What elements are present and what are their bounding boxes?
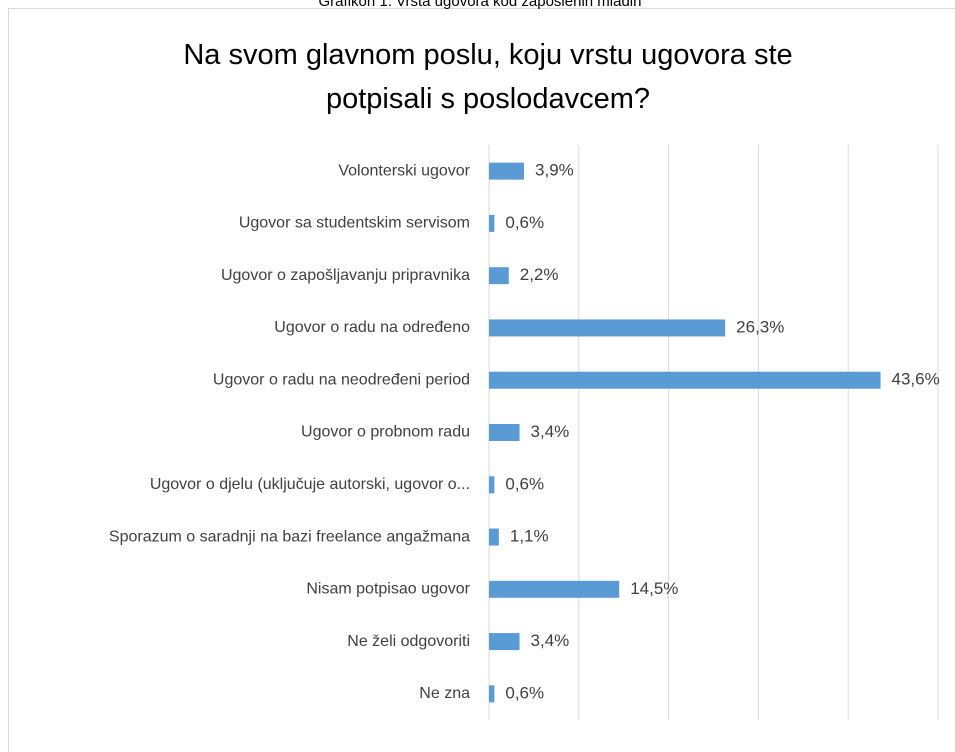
data-label: 3,4% <box>531 422 570 441</box>
data-label: 26,3% <box>736 317 784 336</box>
y-tick-label: Ugovor sa studentskim servisom <box>239 215 470 232</box>
bar <box>489 371 881 389</box>
bar <box>489 319 726 337</box>
y-tick-label: Ugovor o radu na određeno <box>274 319 470 336</box>
y-tick-label: Ugovor o zapošljavanju pripravnika <box>221 267 470 284</box>
bar <box>489 685 495 703</box>
data-label: 0,6% <box>505 474 544 493</box>
y-tick-label: Nisam potpisao ugovor <box>306 581 470 598</box>
bar <box>489 580 620 598</box>
y-tick-label: Sporazum o saradnji na bazi freelance an… <box>109 528 470 545</box>
chart-title: Na svom glavnom poslu, koju vrstu ugovor… <box>183 39 792 115</box>
bar <box>489 214 495 232</box>
data-label: 14,5% <box>630 579 678 598</box>
y-tick-label: Volonterski ugovor <box>338 162 470 179</box>
bar <box>489 528 499 546</box>
chart-frame <box>8 8 955 752</box>
caption: Grafikon 1: Vrsta ugovora kod zaposlenih… <box>319 0 642 10</box>
bar <box>489 162 525 180</box>
bar <box>489 267 509 285</box>
bar <box>489 633 520 651</box>
y-tick-label: Ugovor o radu na neodređeni period <box>213 371 470 388</box>
data-label: 2,2% <box>520 265 559 284</box>
y-tick-label: Ugovor o probnom radu <box>301 424 470 441</box>
data-label: 3,9% <box>535 161 574 180</box>
bar <box>489 424 520 441</box>
y-tick-label: Ne želi odgovoriti <box>347 633 470 650</box>
data-label: 0,6% <box>505 213 544 232</box>
y-tick-label: Ne zna <box>419 685 470 702</box>
bar <box>489 476 495 494</box>
data-label: 3,4% <box>531 631 570 650</box>
y-tick-label: Ugovor o djelu (uključuje autorski, ugov… <box>150 476 470 493</box>
data-label: 1,1% <box>510 527 549 546</box>
data-label: 43,6% <box>892 370 940 389</box>
data-label: 0,6% <box>505 683 544 702</box>
